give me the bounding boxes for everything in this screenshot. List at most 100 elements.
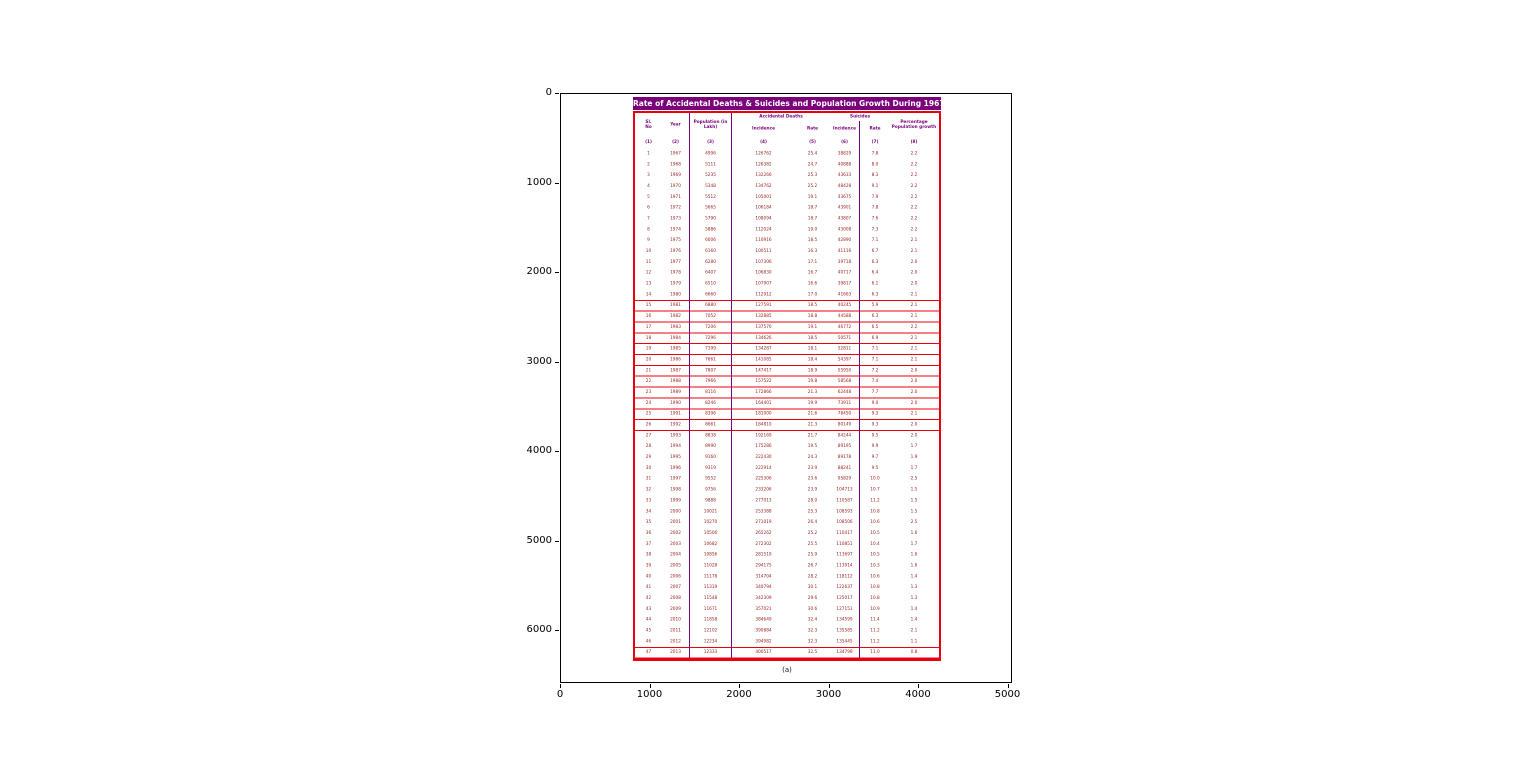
table-cell: 25.5 [807, 541, 818, 547]
table-cell: 7206 [690, 321, 732, 333]
table-cell: 2.0 [910, 281, 918, 287]
table-cell: 18.5 [807, 302, 818, 308]
table-cell: 58568 [830, 375, 860, 387]
table-cell: 10270 [690, 516, 732, 528]
table-cell: 1.7 [910, 443, 918, 449]
table-cell: 4 [647, 183, 650, 189]
table-cell: 11548 [690, 592, 732, 604]
table-header: Sl. No Year Population (in Lakh) Acciden… [635, 113, 939, 148]
table-cell: 36 [645, 530, 652, 536]
table-cell: 41663 [830, 288, 860, 300]
table-row: 31 1997 9552 225306 23.6 95829 10.0 2.5 [635, 473, 939, 485]
table-cell: 19.0 [807, 226, 818, 232]
header-ad-incidence: Incidence [752, 126, 775, 132]
table-cell: 8246 [690, 397, 732, 409]
table-cell: 253388 [755, 508, 772, 514]
table-cell: 24 [645, 400, 652, 406]
table-row: 15 1981 6880 127591 18.5 40245 5.9 2.1 [635, 299, 939, 311]
table-cell: 16 [645, 313, 652, 319]
table-cell: 7052 [690, 310, 732, 322]
table-cell: 113697 [830, 549, 860, 561]
header-column-number: (1) [645, 139, 652, 145]
table-cell: 1986 [662, 354, 690, 365]
table-cell: 394982 [755, 638, 772, 644]
table-cell: 44 [645, 617, 652, 623]
table-row: 6 1972 5665 106184 18.7 43901 7.8 2.2 [635, 202, 939, 214]
table-row: 41 2007 11319 340794 30.1 122637 10.8 1.3 [635, 581, 939, 593]
table-cell: 11.2 [870, 638, 880, 644]
table-cell: 1981 [662, 299, 690, 311]
table-row: 10 1976 6160 100511 16.3 41116 6.7 2.1 [635, 245, 939, 257]
table-row: 46 2012 12234 394982 32.3 135445 11.2 1.1 [635, 635, 939, 647]
table-cell: 43675 [830, 191, 860, 203]
table-cell: 2.0 [910, 422, 918, 428]
table-cell: 2.2 [910, 215, 918, 221]
table-cell: 113914 [830, 560, 860, 571]
table-row: 30 1996 9319 222914 23.9 88241 9.5 1.7 [635, 462, 939, 474]
table-cell: 108506 [830, 516, 860, 528]
table-cell: 1989 [662, 386, 690, 398]
table-cell: 46 [645, 638, 652, 644]
table-cell: 25.2 [807, 183, 818, 189]
table-cell: 9.9 [871, 443, 879, 449]
table-cell: 47 [645, 649, 652, 655]
table-row: 22 1988 7966 157522 19.8 58568 7.4 2.0 [635, 375, 939, 387]
table-cell: 1.1 [910, 638, 918, 644]
table-cell: 39718 [830, 256, 860, 268]
table-cell: 28 [645, 443, 652, 449]
table-cell: 80149 [830, 419, 860, 430]
table-cell: 127151 [830, 603, 860, 615]
table-cell: 104713 [830, 484, 860, 495]
table-cell: 1973 [662, 213, 690, 224]
table-cell: 1.4 [910, 606, 918, 612]
table-cell: 2.1 [910, 237, 918, 243]
table-cell: 1983 [662, 321, 690, 333]
table-cell: 19.1 [807, 194, 818, 200]
table-cell: 271019 [755, 519, 772, 525]
table-cell: 107306 [755, 259, 772, 265]
table-cell: 11.0 [870, 649, 880, 655]
table-cell: 134287 [755, 346, 772, 352]
table-cell: 100511 [755, 248, 772, 254]
table-row: 42 2008 11548 342309 29.6 125017 10.8 1.3 [635, 592, 939, 604]
table-row: 12 1978 6407 106830 16.7 40717 6.4 2.0 [635, 267, 939, 279]
table-row: 19 1985 7399 134287 18.1 52811 7.1 2.1 [635, 343, 939, 355]
table-cell: 18.4 [807, 356, 818, 362]
table-row: 23 1989 8116 172866 21.3 62448 7.7 2.0 [635, 386, 939, 398]
table-cell: 2.5 [910, 476, 918, 482]
header-row-numbers: (1) (2) (3) (4) (5) (6) (7) (8) [635, 137, 939, 148]
table-cell: 225306 [755, 476, 772, 482]
table-cell: 2.0 [910, 378, 918, 384]
table-cell: 1.5 [910, 497, 918, 503]
table-cell: 21.3 [807, 389, 818, 395]
group-sub-suicides: Incidence Rate [830, 121, 890, 137]
table-row: 17 1983 7206 137570 19.1 46772 6.5 2.2 [635, 321, 939, 333]
table-cell: 108593 [830, 505, 860, 517]
table-cell: 184810 [755, 422, 772, 428]
table-cell: 1.3 [910, 584, 918, 590]
table-cell: 135445 [830, 635, 860, 647]
table-cell: 30.6 [807, 606, 818, 612]
table-cell: 1972 [662, 202, 690, 214]
table-cell: 8116 [690, 386, 732, 398]
table-cell: 2002 [662, 527, 690, 539]
table-row: 3 1969 5235 132266 25.3 43633 8.3 2.2 [635, 169, 939, 181]
x-tick-label: 4000 [905, 689, 931, 700]
table-cell: 15 [645, 302, 652, 308]
table-cell: 17.0 [807, 291, 818, 297]
table-cell: 6880 [690, 299, 732, 311]
table-cell: 134626 [755, 335, 772, 341]
header-growth: Percentage Population growth [890, 113, 938, 137]
table-cell: 2008 [662, 592, 690, 604]
table-cell: 25 [645, 411, 652, 417]
header-column-number: (2) [662, 137, 690, 148]
table-cell: 157522 [755, 378, 772, 384]
table-cell: 7661 [690, 354, 732, 365]
table-cell: 132885 [755, 313, 772, 319]
table-cell: 1993 [662, 429, 690, 441]
table-cell: 10.8 [870, 584, 880, 590]
table-cell: 21.3 [807, 422, 818, 428]
table-row: 18 1984 7296 134626 18.5 50571 6.9 2.1 [635, 332, 939, 344]
table-cell: 30.1 [807, 584, 818, 590]
table-cell: 32.4 [807, 617, 818, 623]
